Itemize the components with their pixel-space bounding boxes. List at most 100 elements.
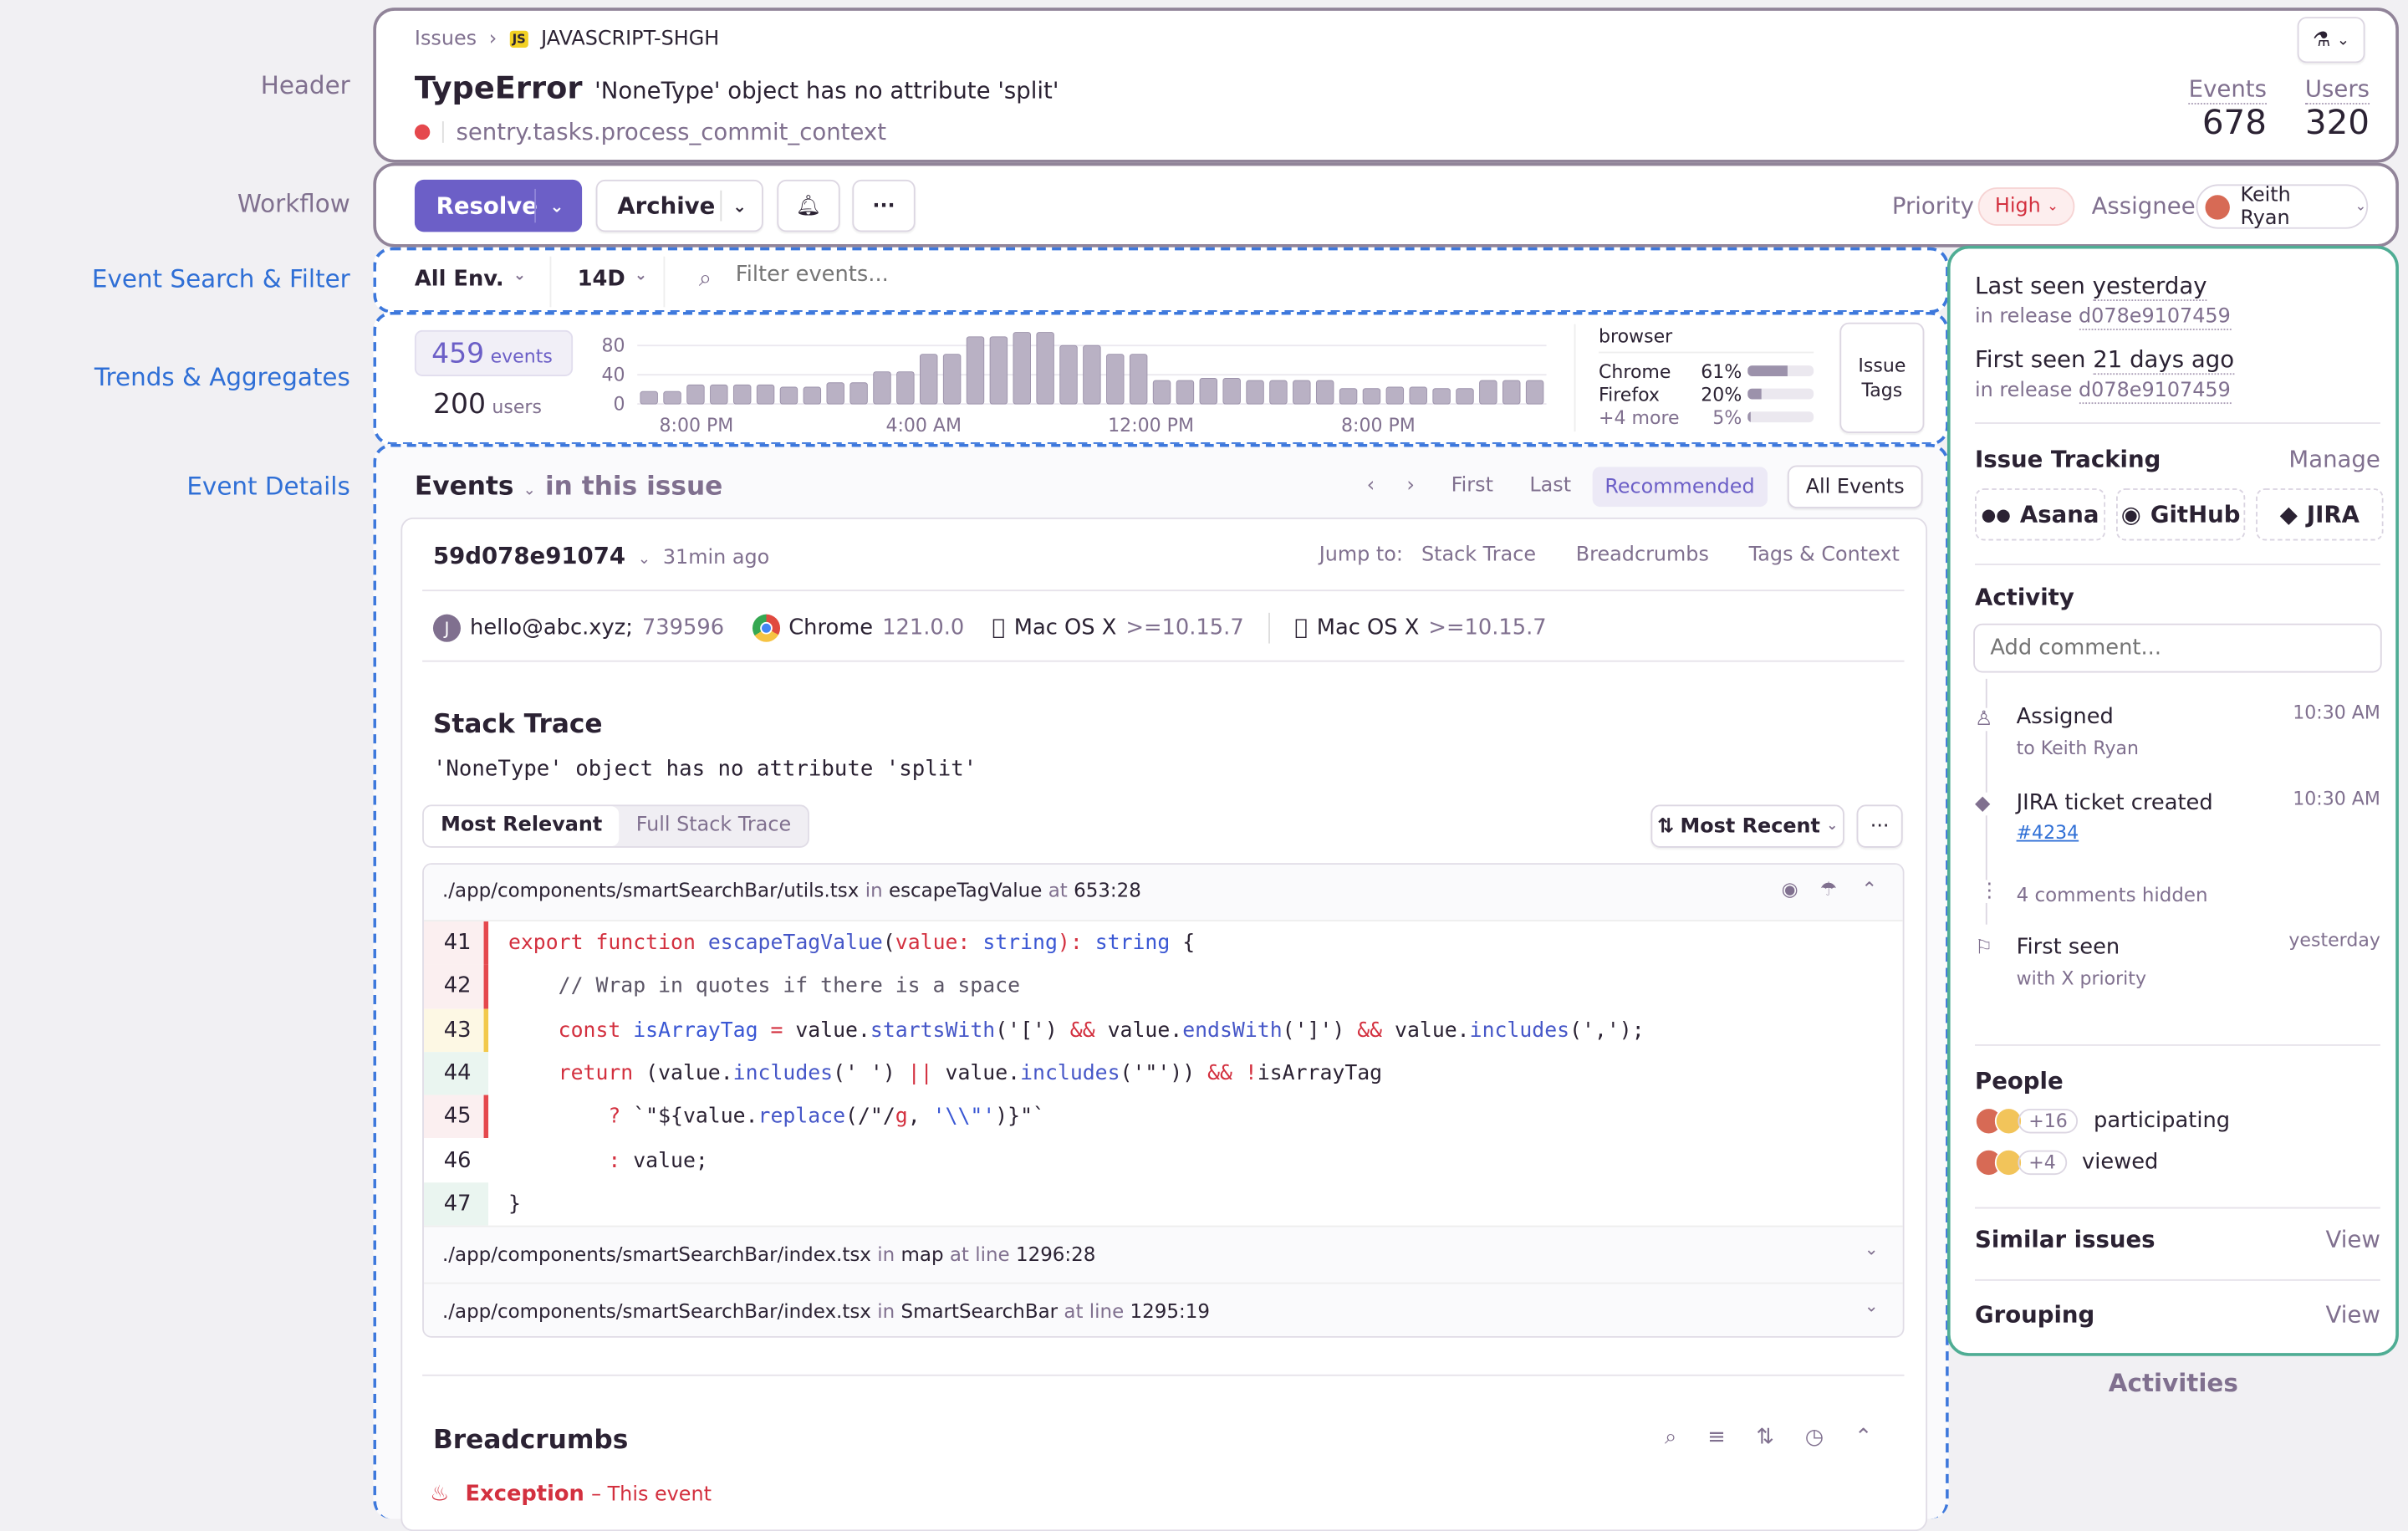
- source-map-icon[interactable]: ☂: [1819, 876, 1838, 901]
- issue-tags-button[interactable]: Issue Tags: [1839, 322, 1925, 433]
- last-event-button[interactable]: Last: [1529, 474, 1572, 498]
- github-icon[interactable]: ◉: [1781, 876, 1798, 901]
- grouping-view-link[interactable]: View: [2325, 1300, 2380, 1329]
- chevron-down-icon[interactable]: ⌄: [549, 196, 564, 217]
- sort-icon[interactable]: ⇅: [1756, 1425, 1774, 1450]
- viewer-count: +4: [2018, 1150, 2067, 1176]
- y-tick-label: 0: [614, 394, 625, 415]
- release-link[interactable]: d078e9107459: [2079, 305, 2231, 330]
- users-count-tab[interactable]: 200 users: [433, 389, 542, 421]
- code-token: `"${value.: [633, 1105, 758, 1130]
- chevron-down-icon[interactable]: ⌄: [523, 482, 536, 499]
- code-text: ? `"${value.replace(/"/g, '\\"')}"`: [488, 1105, 1045, 1129]
- recommended-button[interactable]: Recommended: [1592, 467, 1768, 508]
- histogram-bar: [896, 371, 915, 405]
- javascript-icon: JS: [509, 30, 529, 48]
- code-token: value:: [895, 931, 983, 956]
- jira-button[interactable]: ◆ JIRA: [2256, 488, 2384, 541]
- similar-issues-view-link[interactable]: View: [2325, 1225, 2380, 1253]
- culprit: sentry.tasks.process_commit_context: [456, 118, 887, 146]
- chevron-right-icon: ›: [488, 28, 497, 51]
- jump-tags-context[interactable]: Tags & Context: [1748, 544, 1900, 567]
- search-icon[interactable]: ⌕: [1664, 1425, 1677, 1450]
- stack-frame-collapsed[interactable]: ./app/components/smartSearchBar/index.ts…: [423, 1282, 1903, 1336]
- histogram-bar: [803, 386, 822, 405]
- error-type: TypeError: [414, 69, 583, 106]
- histogram-bar: [1293, 380, 1311, 405]
- error-level-dot: [414, 124, 431, 140]
- tab-full-stack-trace[interactable]: Full Stack Trace: [635, 814, 792, 838]
- chevron-up-icon[interactable]: ⌃: [1854, 1425, 1873, 1450]
- jira-ticket-link[interactable]: #4234: [2016, 821, 2079, 844]
- code-token: includes: [1469, 1018, 1570, 1043]
- archive-button[interactable]: Archive ⌄: [595, 179, 763, 232]
- events-count-tab[interactable]: 459 events: [414, 329, 574, 376]
- participants[interactable]: +16 participating: [1974, 1107, 2230, 1135]
- chevron-up-icon[interactable]: ⌃: [1861, 876, 1878, 901]
- tag-pct: 20%: [1701, 383, 1742, 405]
- subscribe-button[interactable]: 🔔︎: [777, 179, 840, 232]
- flask-dropdown-button[interactable]: ⚗ ⌄: [2297, 17, 2365, 64]
- tag-row[interactable]: Chrome 61%: [1599, 360, 1814, 383]
- histogram-bar: [1432, 388, 1451, 405]
- activity-title: JIRA ticket created: [2016, 790, 2213, 816]
- search-icon: ⌕: [698, 263, 712, 292]
- add-comment-input[interactable]: [1973, 623, 2382, 673]
- tab-most-relevant[interactable]: Most Relevant: [423, 806, 620, 847]
- jira-label: JIRA: [2306, 500, 2360, 528]
- annotation-workflow: Workflow: [237, 188, 350, 218]
- filter-events-input[interactable]: [735, 263, 1811, 288]
- previous-event-button[interactable]: ‹: [1366, 474, 1375, 498]
- events-stat-label[interactable]: Events: [2188, 74, 2267, 105]
- fire-icon: ♨: [430, 1482, 450, 1507]
- jump-breadcrumbs[interactable]: Breadcrumbs: [1575, 544, 1709, 567]
- jump-stack-trace[interactable]: Stack Trace: [1421, 544, 1537, 567]
- x-tick-label: 12:00 PM: [1108, 416, 1194, 436]
- code-token: (',');: [1569, 1018, 1645, 1043]
- tag-row[interactable]: +4 more 5%: [1599, 406, 1814, 429]
- stack-options-button[interactable]: ···: [1856, 804, 1903, 848]
- code-token: value;: [633, 1148, 708, 1173]
- users-count: 200: [432, 388, 487, 421]
- environment-dropdown[interactable]: All Env. ⌄: [415, 268, 526, 292]
- more-actions-button[interactable]: ···: [852, 179, 916, 232]
- assignee-dropdown[interactable]: Keith Ryan ⌄: [2196, 183, 2369, 230]
- chevron-down-icon[interactable]: ⌄: [1864, 1239, 1879, 1260]
- histogram-bar: [756, 384, 775, 405]
- chevron-down-icon[interactable]: ⌄: [732, 196, 747, 217]
- code-token: (/"/: [845, 1105, 895, 1130]
- frame-at: at line: [949, 1242, 1010, 1266]
- chevron-down-icon[interactable]: ⌄: [1864, 1296, 1879, 1317]
- error-message: 'NoneType' object has no attribute 'spli…: [594, 76, 1059, 105]
- tag-bar-fill: [1747, 365, 1788, 376]
- apple-icon: : [1294, 616, 1307, 640]
- histogram-bar: [920, 354, 938, 405]
- code-token: ('"')): [1120, 1061, 1208, 1086]
- manage-link[interactable]: Manage: [2288, 445, 2380, 473]
- event-id[interactable]: 59d078e91074: [432, 542, 626, 570]
- all-events-button[interactable]: All Events: [1787, 465, 1923, 508]
- tag-row[interactable]: Firefox 20%: [1599, 382, 1814, 406]
- users-stat-label[interactable]: Users: [2304, 74, 2370, 105]
- breadcrumb-issues[interactable]: Issues: [414, 28, 477, 51]
- resolve-button[interactable]: Resolve ⌄: [414, 179, 583, 232]
- time-icon[interactable]: ◷: [1804, 1425, 1824, 1450]
- github-button[interactable]: ◉ GitHub: [2115, 488, 2246, 541]
- events-dropdown[interactable]: Events: [414, 471, 514, 503]
- chevron-down-icon[interactable]: ⌄: [637, 551, 651, 569]
- tag-bar-fill: [1747, 411, 1752, 423]
- code-token: replace: [758, 1105, 846, 1130]
- filter-icon[interactable]: ≡: [1707, 1425, 1726, 1450]
- stack-frame-collapsed[interactable]: ./app/components/smartSearchBar/index.ts…: [423, 1225, 1903, 1283]
- period-dropdown[interactable]: 14D ⌄: [578, 268, 648, 292]
- next-event-button[interactable]: ›: [1406, 474, 1415, 498]
- histogram-bar: [1129, 354, 1148, 405]
- sort-dropdown[interactable]: ⇅ Most Recent ⌄: [1650, 804, 1844, 848]
- viewers[interactable]: +4 viewed: [1974, 1148, 2158, 1176]
- stack-frame-header[interactable]: ./app/components/smartSearchBar/utils.ts…: [423, 865, 1903, 922]
- release-link[interactable]: d078e9107459: [2079, 379, 2231, 405]
- asana-button[interactable]: ●● Asana: [1974, 488, 2106, 541]
- first-event-button[interactable]: First: [1451, 474, 1493, 498]
- priority-dropdown[interactable]: High ⌄: [1977, 187, 2076, 226]
- code-token: export: [508, 931, 596, 956]
